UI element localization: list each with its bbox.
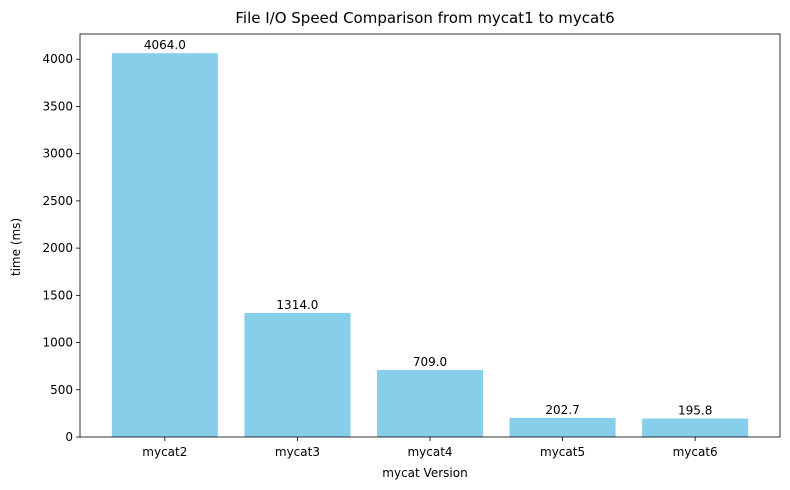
y-tick-label: 4000 <box>42 52 73 66</box>
data-label-mycat5: 202.7 <box>545 403 579 417</box>
y-tick-label: 1500 <box>42 288 73 302</box>
y-tick-label: 2000 <box>42 241 73 255</box>
bar-mycat5 <box>509 417 616 437</box>
bar-mycat3 <box>244 312 351 437</box>
data-label-mycat2: 4064.0 <box>144 38 186 52</box>
bar-mycat2 <box>111 53 218 437</box>
x-tick-label-mycat6: mycat6 <box>673 445 718 459</box>
data-label-mycat3: 1314.0 <box>276 298 318 312</box>
bar-mycat4 <box>376 370 484 437</box>
x-tick-label-mycat3: mycat3 <box>275 445 320 459</box>
y-tick-label: 0 <box>65 430 73 444</box>
chart-title: File I/O Speed Comparison from mycat1 to… <box>235 9 614 27</box>
y-tick-label: 3000 <box>42 147 73 161</box>
x-tick-label-mycat5: mycat5 <box>540 445 585 459</box>
x-axis-ticks: mycat2 mycat3 mycat4 mycat5 mycat6 <box>142 437 718 459</box>
data-label-mycat4: 709.0 <box>413 355 447 369</box>
x-axis-label: mycat Version <box>382 466 467 480</box>
bars-group <box>111 53 749 437</box>
x-tick-label-mycat4: mycat4 <box>407 445 452 459</box>
y-tick-label: 1000 <box>42 336 73 350</box>
y-tick-label: 2500 <box>42 194 73 208</box>
plot-frame <box>79 33 781 438</box>
data-labels-group: 4064.0 1314.0 709.0 202.7 195.8 <box>144 38 712 417</box>
y-tick-label: 3500 <box>42 99 73 113</box>
bar-mycat6 <box>642 418 749 437</box>
y-axis-label: time (ms) <box>9 218 23 276</box>
data-label-mycat6: 195.8 <box>678 404 712 418</box>
y-axis-ticks: 0 500 1000 1500 2000 2500 3000 3500 4000 <box>42 52 80 444</box>
y-tick-label: 500 <box>50 383 73 397</box>
x-tick-label-mycat2: mycat2 <box>142 445 187 459</box>
